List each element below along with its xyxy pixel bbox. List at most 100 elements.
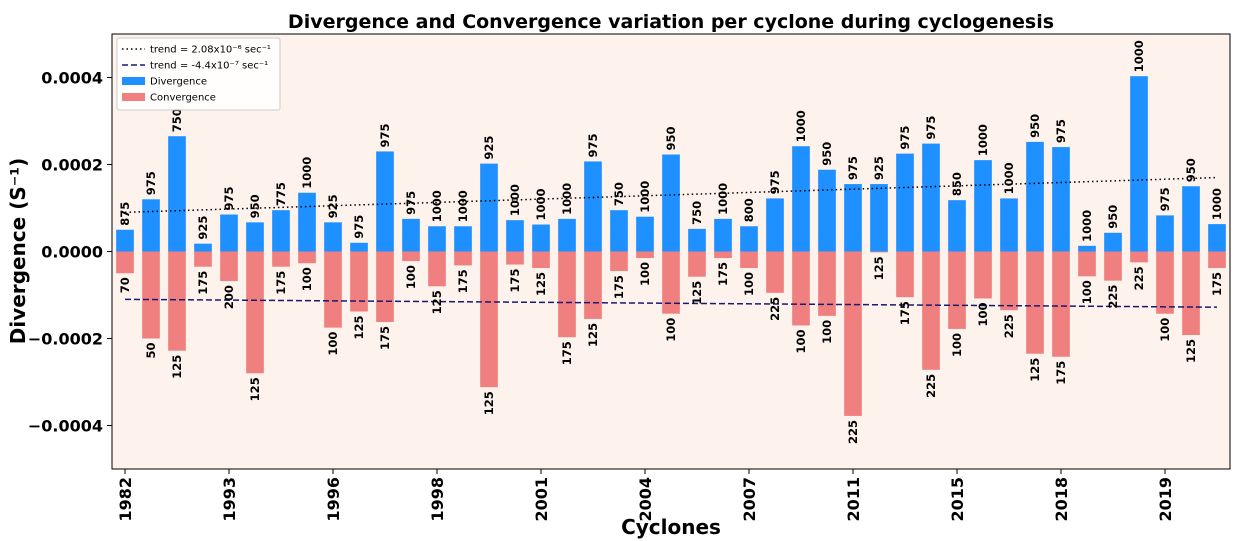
divergence-bar-label: 750 bbox=[612, 182, 626, 206]
divergence-bar bbox=[1130, 76, 1148, 252]
divergence-bar-label: 950 bbox=[820, 142, 834, 166]
divergence-bar-label: 750 bbox=[690, 201, 704, 225]
convergence-bar bbox=[1000, 251, 1018, 311]
convergence-bar-label: 175 bbox=[1210, 272, 1224, 296]
divergence-bar-label: 1000 bbox=[638, 181, 652, 213]
convergence-bar-label: 175 bbox=[1054, 361, 1068, 385]
convergence-bar-label: 125 bbox=[534, 272, 548, 296]
y-tick-label: −0.0002 bbox=[28, 330, 103, 349]
divergence-bar-label: 750 bbox=[170, 108, 184, 132]
divergence-bar bbox=[740, 226, 758, 252]
convergence-bar-label: 100 bbox=[950, 333, 964, 357]
y-tick-label: 0.0004 bbox=[41, 69, 103, 88]
divergence-bar-label: 975 bbox=[144, 171, 158, 195]
divergence-bar-label: 975 bbox=[586, 133, 600, 157]
convergence-bar bbox=[168, 251, 186, 351]
divergence-bar bbox=[948, 200, 966, 252]
divergence-bar bbox=[350, 242, 368, 252]
x-tick-label: 2007 bbox=[740, 477, 759, 522]
convergence-bar bbox=[454, 251, 472, 266]
convergence-bar-label: 125 bbox=[352, 316, 366, 340]
convergence-bar bbox=[766, 251, 784, 293]
y-tick-label: −0.0004 bbox=[28, 417, 103, 436]
divergence-bar bbox=[610, 210, 628, 252]
convergence-bar bbox=[428, 251, 446, 287]
divergence-bar-label: 950 bbox=[1184, 158, 1198, 182]
divergence-bar bbox=[974, 160, 992, 252]
convergence-bar bbox=[402, 251, 420, 262]
divergence-bar-label: 975 bbox=[404, 191, 418, 215]
divergence-bar-label: 1000 bbox=[976, 124, 990, 156]
x-tick-label: 2015 bbox=[948, 477, 967, 522]
convergence-bar bbox=[1182, 251, 1200, 336]
divergence-bar-label: 1000 bbox=[300, 157, 314, 189]
divergence-bar-label: 1000 bbox=[534, 189, 548, 221]
divergence-bar-label: 1000 bbox=[1132, 40, 1146, 72]
legend-label: Divergence bbox=[150, 77, 207, 88]
divergence-bar bbox=[1104, 232, 1122, 252]
convergence-bar bbox=[194, 251, 212, 267]
convergence-bar bbox=[1104, 251, 1122, 281]
divergence-bar bbox=[1182, 186, 1200, 252]
convergence-bar-label: 100 bbox=[742, 272, 756, 296]
convergence-bar-label: 100 bbox=[976, 302, 990, 326]
convergence-bar-label: 125 bbox=[430, 290, 444, 314]
x-tick-label: 2019 bbox=[1156, 477, 1175, 522]
divergence-bar bbox=[116, 229, 134, 252]
convergence-bar bbox=[142, 251, 160, 339]
convergence-bar bbox=[922, 251, 940, 370]
legend-label: Convergence bbox=[150, 93, 216, 104]
convergence-bar-label: 100 bbox=[326, 332, 340, 356]
convergence-bar-label: 225 bbox=[1132, 266, 1146, 290]
y-axis-title: Divergence (S⁻¹) bbox=[6, 158, 30, 344]
convergence-bar-label: 100 bbox=[638, 262, 652, 286]
x-axis-title: Cyclones bbox=[621, 515, 721, 539]
legend-label: trend = -4.4x10⁻⁷ sec⁻¹ bbox=[150, 61, 268, 72]
divergence-bar-label: 975 bbox=[768, 170, 782, 194]
convergence-bar-label: 125 bbox=[872, 256, 886, 280]
convergence-bar bbox=[506, 251, 524, 265]
divergence-bar bbox=[896, 153, 914, 252]
convergence-bar-label: 175 bbox=[378, 326, 392, 350]
divergence-bar bbox=[142, 199, 160, 252]
divergence-bar-label: 850 bbox=[950, 172, 964, 196]
y-tick-label: 0.0000 bbox=[41, 243, 103, 262]
convergence-bar bbox=[1156, 251, 1174, 314]
convergence-bar-label: 125 bbox=[1028, 358, 1042, 382]
convergence-bar-label: 50 bbox=[144, 343, 158, 359]
x-tick-label: 1982 bbox=[116, 477, 135, 522]
convergence-bar-label: 100 bbox=[300, 267, 314, 291]
divergence-bar bbox=[1078, 245, 1096, 252]
divergence-trend-line bbox=[124, 176, 1218, 214]
convergence-bar bbox=[870, 251, 888, 253]
divergence-bar bbox=[428, 226, 446, 252]
divergence-bar-label: 975 bbox=[924, 116, 938, 140]
divergence-bar-label: 950 bbox=[664, 126, 678, 150]
divergence-bar bbox=[636, 216, 654, 252]
convergence-bar-label: 125 bbox=[690, 281, 704, 305]
divergence-bar-label: 1000 bbox=[456, 190, 470, 222]
divergence-bar bbox=[922, 143, 940, 252]
divergence-bar-label: 800 bbox=[742, 198, 756, 222]
divergence-bar bbox=[870, 184, 888, 252]
convergence-bar bbox=[948, 251, 966, 329]
y-tick-label: 0.0002 bbox=[41, 156, 103, 175]
convergence-bar bbox=[324, 251, 342, 328]
convergence-bar bbox=[610, 251, 628, 272]
x-tick-label: 2004 bbox=[636, 477, 655, 522]
convergence-bar bbox=[896, 251, 914, 298]
divergence-bar bbox=[844, 184, 862, 252]
divergence-bar-label: 875 bbox=[118, 202, 132, 226]
convergence-bar-label: 175 bbox=[560, 341, 574, 365]
convergence-bar-label: 100 bbox=[664, 318, 678, 342]
convergence-bar bbox=[714, 251, 732, 259]
convergence-trend-line bbox=[124, 298, 1218, 308]
convergence-bar bbox=[480, 251, 498, 388]
divergence-bar-label: 1000 bbox=[1210, 188, 1224, 220]
legend-label: trend = 2.08x10⁻⁶ sec⁻¹ bbox=[150, 45, 271, 56]
divergence-bar bbox=[792, 146, 810, 252]
convergence-bar bbox=[636, 251, 654, 259]
divergence-bar-label: 975 bbox=[352, 215, 366, 239]
